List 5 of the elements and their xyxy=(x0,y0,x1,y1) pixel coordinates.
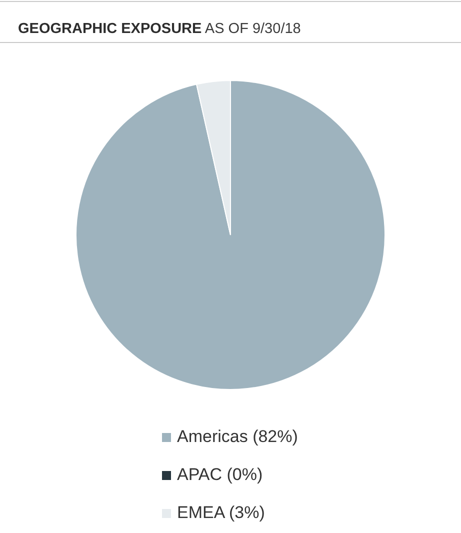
legend-label: APAC (0%) xyxy=(177,465,263,485)
legend-label: EMEA (3%) xyxy=(177,503,265,523)
legend-label: Americas (82%) xyxy=(177,427,298,447)
chart-title: GEOGRAPHIC EXPOSURE xyxy=(18,21,202,37)
chart-subtitle: AS OF 9/30/18 xyxy=(204,21,301,37)
